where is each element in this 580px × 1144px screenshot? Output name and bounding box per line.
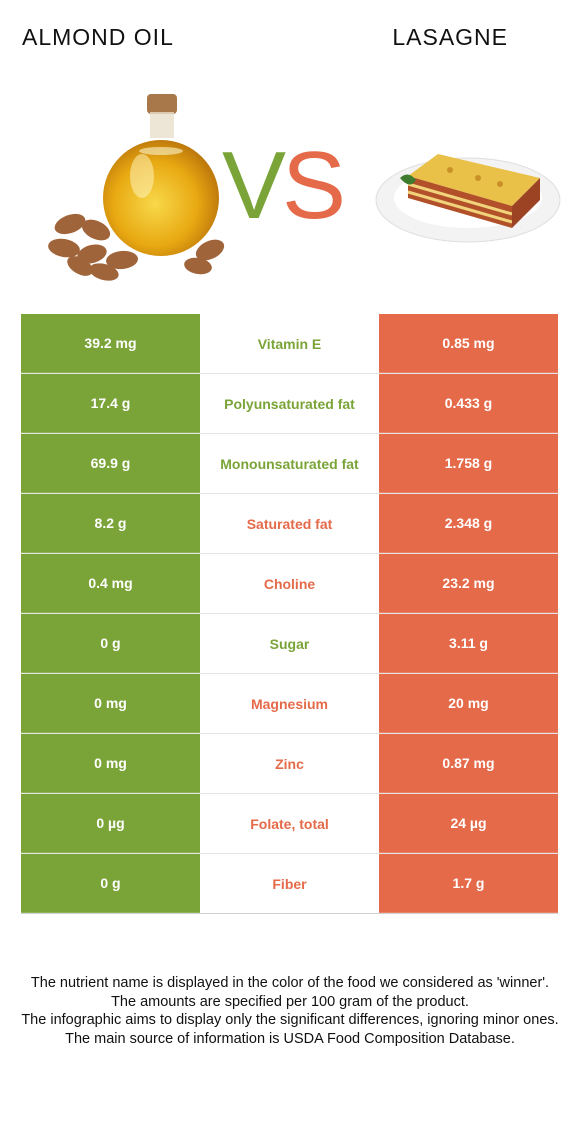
left-value: 0 µg — [21, 794, 200, 853]
hero-illustration — [48, 94, 561, 281]
right-value: 20 mg — [379, 674, 558, 733]
right-value: 1.758 g — [379, 434, 558, 493]
nutrient-name: Magnesium — [200, 674, 379, 733]
left-value: 0 mg — [21, 734, 200, 793]
right-value: 0.433 g — [379, 374, 558, 433]
right-value: 0.87 mg — [379, 734, 558, 793]
left-value: 0 g — [21, 614, 200, 673]
nutrient-name: Vitamin E — [200, 314, 379, 373]
table-row: 0 µg Folate, total 24 µg — [21, 794, 558, 854]
nutrient-name: Fiber — [200, 854, 379, 913]
nutrient-name: Choline — [200, 554, 379, 613]
versus-s: S — [282, 132, 346, 239]
versus-v: V — [222, 132, 286, 239]
table-row: 0 mg Zinc 0.87 mg — [21, 734, 558, 794]
left-value: 0 g — [21, 854, 200, 913]
lasagne-image — [375, 154, 561, 243]
footnote-line: The infographic aims to display only the… — [21, 1012, 559, 1028]
footnote-line: The amounts are specified per 100 gram o… — [111, 993, 469, 1010]
right-value: 2.348 g — [379, 494, 558, 553]
left-value: 17.4 g — [21, 374, 200, 433]
table-row: 8.2 g Saturated fat 2.348 g — [21, 494, 558, 554]
footnote-line: The main source of information is USDA F… — [65, 1030, 515, 1047]
nutrient-name: Zinc — [200, 734, 379, 793]
nutrient-name: Sugar — [200, 614, 379, 673]
nutrient-name: Polyunsaturated fat — [200, 374, 379, 433]
footnote: The nutrient name is displayed in the co… — [18, 974, 562, 1048]
left-food-title: ALMOND OIL — [22, 24, 174, 50]
right-value: 1.7 g — [379, 854, 558, 913]
table-row: 17.4 g Polyunsaturated fat 0.433 g — [21, 374, 558, 434]
table-row: 0 mg Magnesium 20 mg — [21, 674, 558, 734]
almonds-image — [48, 213, 225, 281]
table-row: 69.9 g Monounsaturated fat 1.758 g — [21, 434, 558, 494]
left-value: 69.9 g — [21, 434, 200, 493]
almond-oil-bottle-image — [103, 94, 219, 256]
table-row: 0 g Fiber 1.7 g — [21, 854, 558, 914]
left-value: 0.4 mg — [21, 554, 200, 613]
table-row: 0.4 mg Choline 23.2 mg — [21, 554, 558, 614]
right-value: 24 µg — [379, 794, 558, 853]
right-value: 23.2 mg — [379, 554, 558, 613]
left-value: 0 mg — [21, 674, 200, 733]
nutrient-comparison-table: 39.2 mg Vitamin E 0.85 mg 17.4 g Polyuns… — [21, 314, 558, 914]
left-value: 8.2 g — [21, 494, 200, 553]
right-value: 0.85 mg — [379, 314, 558, 373]
right-value: 3.11 g — [379, 614, 558, 673]
table-row: 39.2 mg Vitamin E 0.85 mg — [21, 314, 558, 374]
nutrient-name: Folate, total — [200, 794, 379, 853]
nutrient-name: Saturated fat — [200, 494, 379, 553]
nutrient-name: Monounsaturated fat — [200, 434, 379, 493]
versus-label: VS — [222, 138, 346, 234]
left-value: 39.2 mg — [21, 314, 200, 373]
footnote-line: The nutrient name is displayed in the co… — [30, 975, 550, 991]
right-food-title: LASAGNE — [392, 24, 508, 50]
table-row: 0 g Sugar 3.11 g — [21, 614, 558, 674]
